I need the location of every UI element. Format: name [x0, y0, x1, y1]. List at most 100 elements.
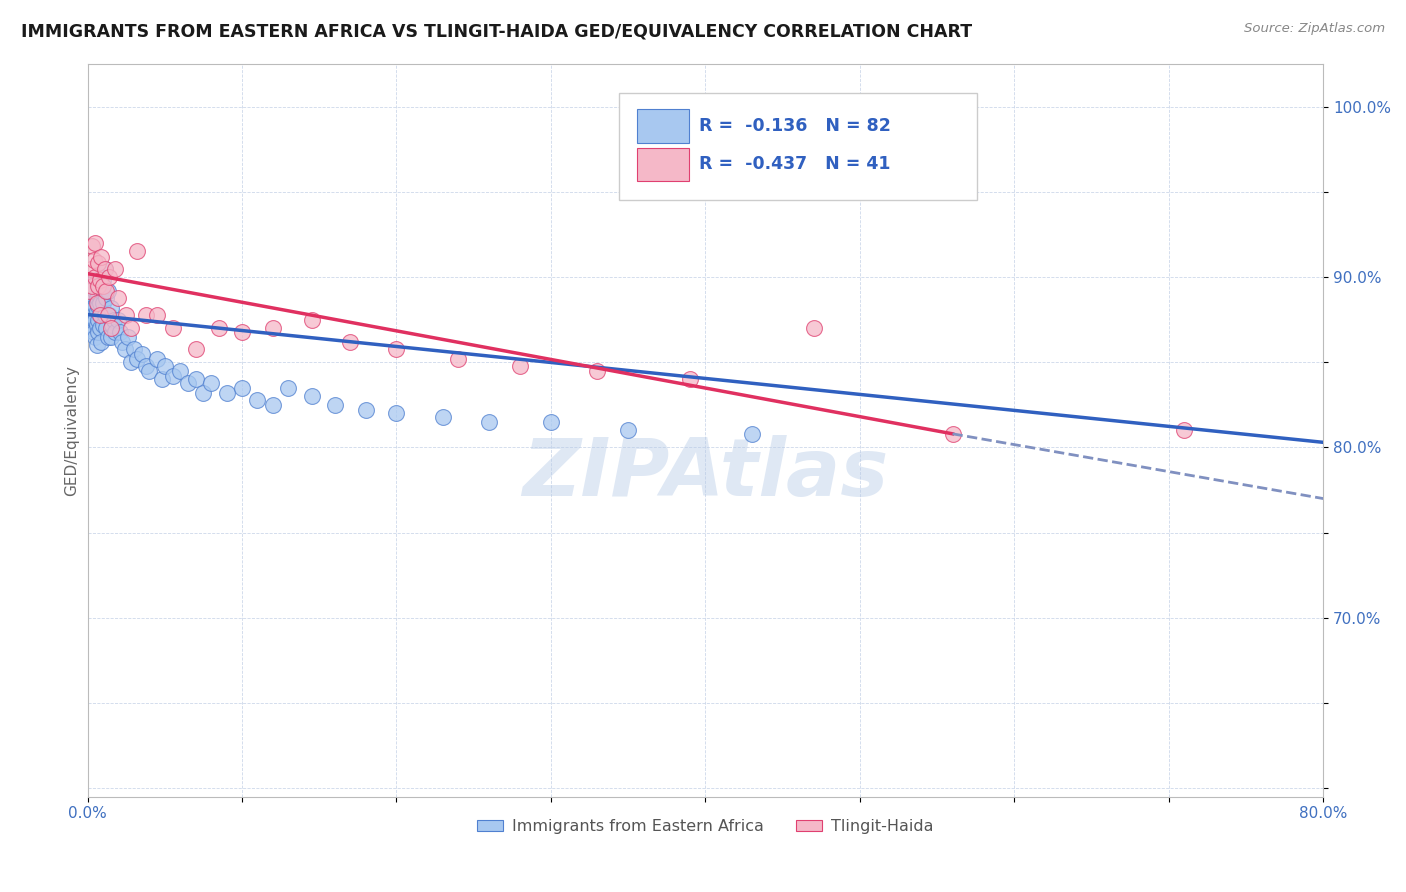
Point — [101, 318, 124, 332]
Point — [277, 381, 299, 395]
Point — [91, 295, 114, 310]
Point — [803, 321, 825, 335]
Point — [432, 409, 454, 424]
Point — [509, 359, 531, 373]
Point — [231, 325, 253, 339]
Point — [84, 329, 107, 343]
Point — [86, 338, 108, 352]
Point — [385, 406, 408, 420]
Point — [79, 310, 101, 325]
Point — [107, 312, 129, 326]
Point — [82, 278, 104, 293]
Point — [246, 392, 269, 407]
Point — [679, 372, 702, 386]
Point — [82, 318, 104, 332]
Point — [90, 250, 112, 264]
Point — [90, 270, 112, 285]
Point — [82, 306, 104, 320]
Point — [231, 381, 253, 395]
Point — [77, 308, 100, 322]
Point — [107, 291, 129, 305]
Point — [146, 351, 169, 366]
Point — [262, 398, 284, 412]
Point — [138, 364, 160, 378]
Point — [110, 334, 132, 349]
Point — [83, 278, 105, 293]
Point — [89, 273, 111, 287]
Point — [97, 284, 120, 298]
Point — [91, 273, 114, 287]
Point — [82, 287, 104, 301]
Point — [447, 351, 470, 366]
Point — [120, 321, 142, 335]
Point — [87, 278, 110, 293]
Point — [208, 321, 231, 335]
Point — [301, 389, 323, 403]
Point — [90, 334, 112, 349]
Point — [79, 261, 101, 276]
Text: IMMIGRANTS FROM EASTERN AFRICA VS TLINGIT-HAIDA GED/EQUIVALENCY CORRELATION CHAR: IMMIGRANTS FROM EASTERN AFRICA VS TLINGI… — [21, 22, 972, 40]
Point — [87, 325, 110, 339]
Point — [86, 291, 108, 305]
Point — [131, 347, 153, 361]
Point — [93, 308, 115, 322]
Point — [193, 386, 215, 401]
Point — [125, 351, 148, 366]
Point — [184, 342, 207, 356]
Point — [741, 426, 763, 441]
Point — [323, 398, 346, 412]
FancyBboxPatch shape — [637, 147, 689, 181]
Point — [301, 312, 323, 326]
Point — [97, 308, 120, 322]
Point — [122, 342, 145, 356]
Point — [1173, 424, 1195, 438]
Point — [83, 252, 105, 267]
Point — [86, 304, 108, 318]
Point — [84, 273, 107, 287]
Point — [153, 359, 176, 373]
Point — [93, 261, 115, 276]
Text: ZIPAtlas: ZIPAtlas — [522, 435, 889, 514]
Point — [91, 278, 114, 293]
Text: Source: ZipAtlas.com: Source: ZipAtlas.com — [1244, 22, 1385, 36]
Point — [90, 284, 112, 298]
Point — [83, 325, 105, 339]
Point — [586, 364, 609, 378]
Point — [83, 301, 105, 315]
Point — [169, 364, 191, 378]
Point — [91, 318, 114, 332]
Point — [94, 291, 117, 305]
Point — [84, 270, 107, 285]
Point — [125, 244, 148, 259]
Point — [162, 368, 184, 383]
Point — [100, 301, 122, 315]
Point — [184, 372, 207, 386]
Point — [215, 386, 238, 401]
Point — [89, 308, 111, 322]
Point — [177, 376, 200, 390]
Point — [540, 415, 562, 429]
Point — [84, 299, 107, 313]
Point — [86, 295, 108, 310]
Point — [89, 308, 111, 322]
Point — [150, 372, 173, 386]
Point — [115, 308, 138, 322]
Point — [200, 376, 222, 390]
Point — [87, 256, 110, 270]
Point — [98, 308, 121, 322]
Legend: Immigrants from Eastern Africa, Tlingit-Haida: Immigrants from Eastern Africa, Tlingit-… — [471, 813, 941, 840]
Point — [89, 278, 111, 293]
FancyBboxPatch shape — [637, 110, 689, 144]
Point — [98, 270, 121, 285]
Point — [478, 415, 501, 429]
Point — [617, 424, 640, 438]
Point — [941, 426, 963, 441]
Point — [87, 312, 110, 326]
Point — [146, 308, 169, 322]
Point — [93, 261, 115, 276]
Point — [354, 403, 377, 417]
Text: R =  -0.437   N = 41: R = -0.437 N = 41 — [699, 155, 891, 173]
Y-axis label: GED/Equivalency: GED/Equivalency — [65, 365, 79, 496]
Point — [84, 284, 107, 298]
Point — [89, 295, 111, 310]
